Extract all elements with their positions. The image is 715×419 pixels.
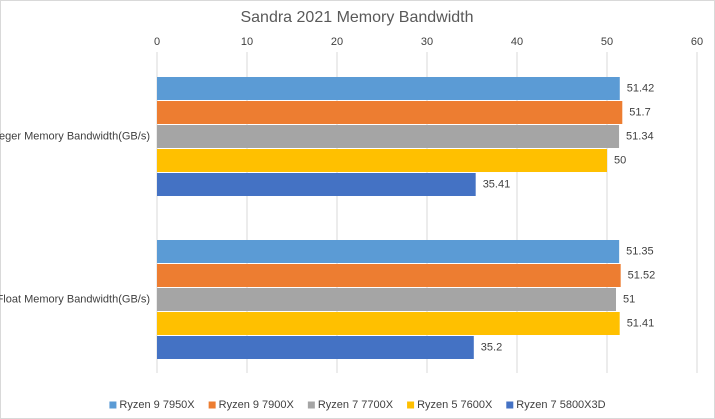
data-label: 51.34 [626, 130, 654, 142]
legend-label: Ryzen 9 7950X [119, 399, 195, 411]
data-label: 51.7 [629, 106, 650, 118]
y-tick-label: Integer Memory Bandwidth(GB/s) [0, 130, 150, 142]
legend-label: Ryzen 7 5800X3D [516, 399, 605, 411]
x-tick-label: 20 [331, 36, 343, 48]
plot-area: 0 10 20 30 40 50 60 Integer Memory Bandwidth(GB… [0, 36, 703, 373]
legend: Ryzen 9 7950X Ryzen 9 7900X Ryzen 7 7700X R… [109, 399, 606, 411]
data-label: 51 [623, 293, 635, 305]
bar [157, 173, 476, 196]
chart-title: Sandra 2021 Memory Bandwidth [240, 9, 473, 26]
bar [157, 101, 623, 124]
x-tick-label: 60 [691, 36, 703, 48]
legend-label: Ryzen 9 7900X [219, 399, 295, 411]
bar [157, 149, 607, 172]
y-tick-label: Float Memory Bandwidth(GB/s) [0, 293, 150, 305]
bar [157, 312, 620, 335]
data-label: 51.41 [627, 317, 655, 329]
x-tick-label: 40 [511, 36, 523, 48]
bar [157, 264, 621, 287]
bar [157, 77, 620, 100]
legend-swatch [208, 401, 216, 409]
bar [157, 125, 620, 148]
legend-swatch [407, 401, 415, 409]
legend-swatch [506, 401, 514, 409]
x-tick-label: 50 [601, 36, 613, 48]
data-label: 51.35 [626, 245, 654, 257]
data-label: 51.42 [627, 82, 655, 94]
bar [157, 336, 474, 359]
x-tick-label: 10 [241, 36, 253, 48]
legend-label: Ryzen 7 7700X [318, 399, 394, 411]
legend-label: Ryzen 5 7600X [417, 399, 493, 411]
data-label: 51.52 [628, 269, 656, 281]
x-tick-label: 0 [154, 36, 160, 48]
bar [157, 288, 616, 311]
bar [157, 240, 620, 263]
legend-swatch [109, 401, 117, 409]
data-label: 35.41 [483, 178, 511, 190]
x-tick-label: 30 [421, 36, 433, 48]
data-label: 35.2 [481, 341, 502, 353]
legend-swatch [307, 401, 315, 409]
data-label: 50 [614, 154, 626, 166]
